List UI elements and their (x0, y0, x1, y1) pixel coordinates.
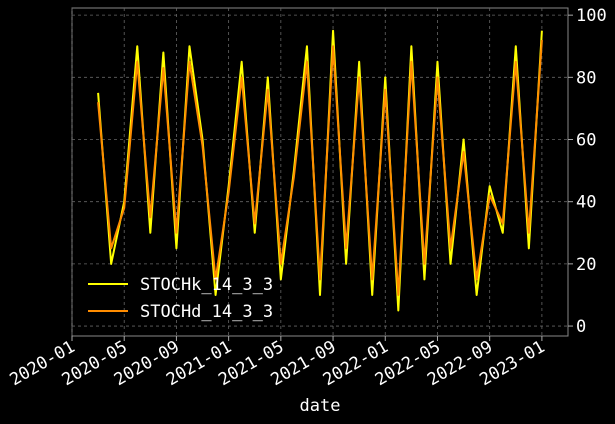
y-tick-label: 80 (576, 68, 596, 88)
data-line (97, 39, 543, 296)
y-tick-label: 60 (576, 131, 596, 151)
y-tick-label: 100 (576, 6, 607, 26)
y-tick-label: 40 (576, 193, 596, 213)
legend-label: STOCHk_14_3_3 (140, 275, 273, 295)
legend-label: STOCHd_14_3_3 (140, 302, 273, 322)
y-tick-label: 0 (576, 317, 586, 337)
y-tick-label: 20 (576, 255, 596, 275)
x-axis-label: date (300, 396, 341, 416)
